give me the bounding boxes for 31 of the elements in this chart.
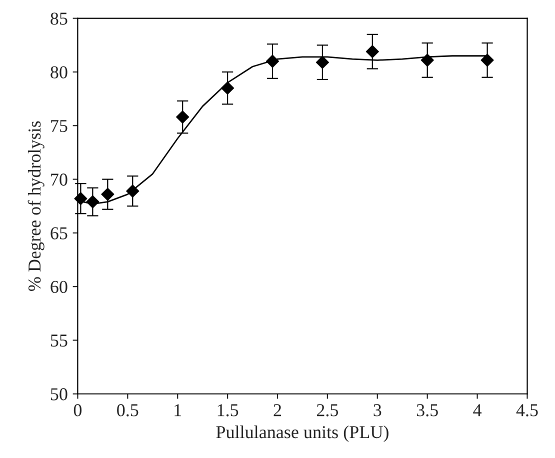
x-tick-label: 1.5 [218,404,238,416]
y-tick-label: 55 [50,334,68,347]
point [420,54,434,67]
point [220,82,234,95]
x-axis-title: Pullulanase units (PLU) [216,426,388,442]
x-tick-label: 2 [274,404,282,416]
point [266,54,280,68]
point [101,188,114,201]
x-tick-label: 1 [174,404,182,416]
point [316,56,330,69]
y-tick-label: 65 [50,227,68,240]
point [86,195,100,208]
y-tick-label: 50 [50,388,68,400]
point [176,110,190,124]
y-tick-label: 85 [50,12,68,25]
point [74,192,88,206]
x-tick-label: 0.5 [117,404,138,416]
y-tick-label: 70 [51,174,68,186]
x-tick-label: 0 [74,404,82,416]
y-tick-label: 80 [50,66,68,78]
y-tick-label: 60 [50,280,68,294]
y-tick-label: 75 [51,120,68,132]
point [366,45,379,58]
x-tick-label: 2.5 [316,404,338,416]
x-tick-label: 3.5 [416,404,438,416]
x-tick-label: 4 [473,404,482,416]
x-tick-label: 4.5 [516,404,538,416]
point [126,184,140,198]
y-axis-title: % Degree of hydrolysis [28,121,44,291]
point [480,54,494,67]
x-tick-label: 3 [374,404,382,416]
